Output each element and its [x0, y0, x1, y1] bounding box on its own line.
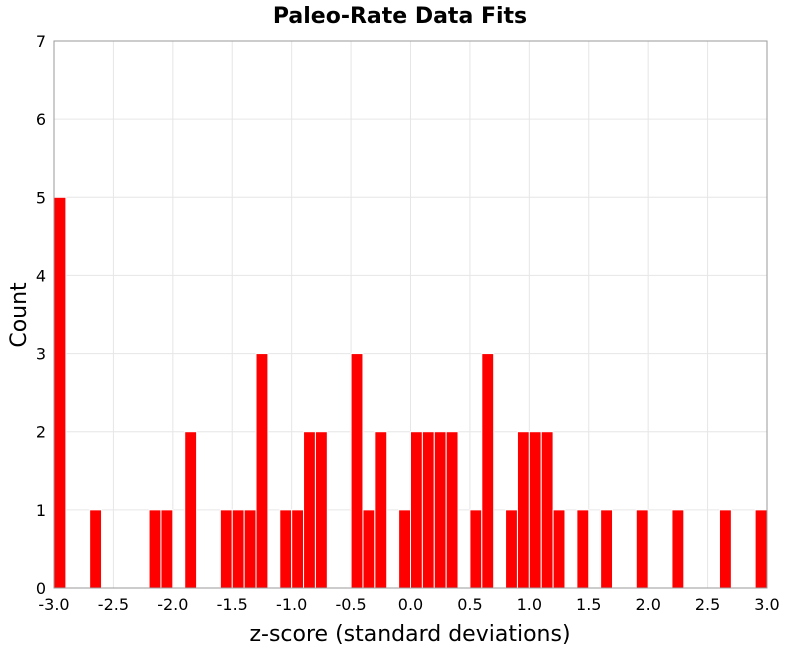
- chart-title: Paleo-Rate Data Fits: [273, 4, 527, 29]
- histogram-bar: [231, 509, 245, 589]
- x-tick-label: -2.0: [157, 595, 188, 614]
- histogram-bar: [671, 509, 685, 589]
- histogram-bar: [754, 509, 768, 589]
- histogram-bar: [374, 431, 388, 589]
- histogram-bar: [576, 509, 590, 589]
- histogram-bar: [469, 509, 483, 589]
- histogram-bar: [184, 431, 198, 589]
- histogram-bar: [255, 353, 269, 589]
- y-tick-label: 0: [36, 579, 46, 598]
- histogram-bar: [718, 509, 732, 589]
- histogram-bar: [279, 509, 293, 589]
- y-tick-label: 2: [36, 423, 46, 442]
- x-tick-label: 2.5: [695, 595, 720, 614]
- x-tick-label: 0.5: [457, 595, 482, 614]
- plot-frame: [53, 40, 768, 589]
- histogram-bar: [528, 431, 542, 589]
- y-axis-ticks: 0 1 2 3 4 5 6 7: [36, 32, 46, 598]
- x-tick-label: 1.5: [576, 595, 601, 614]
- y-tick-label: 4: [36, 266, 46, 285]
- histogram-bar: [350, 353, 364, 589]
- histogram-bar: [505, 509, 518, 589]
- x-tick-label: -0.5: [335, 595, 366, 614]
- histogram-bar: [516, 431, 530, 589]
- y-tick-label: 3: [36, 345, 46, 364]
- histogram-bar: [445, 431, 459, 589]
- histogram-bar: [398, 509, 412, 589]
- histogram-bar: [89, 509, 103, 589]
- histogram-bar: [219, 509, 233, 589]
- histogram-bar: [481, 353, 495, 589]
- x-tick-label: 2.0: [635, 595, 660, 614]
- histogram-bar: [421, 431, 435, 589]
- x-tick-label: -3.0: [38, 595, 69, 614]
- histogram-bar: [291, 509, 305, 589]
- x-tick-label: -1.5: [217, 595, 248, 614]
- x-axis-label: z-score (standard deviations): [249, 622, 570, 647]
- histogram-bar: [314, 431, 328, 589]
- y-tick-label: 5: [36, 188, 46, 207]
- bars: [53, 196, 768, 589]
- histogram-bar: [303, 431, 316, 589]
- histogram-bar: [53, 196, 67, 589]
- x-tick-label: 3.0: [754, 595, 779, 614]
- y-tick-label: 6: [36, 110, 46, 129]
- x-tick-label: -2.5: [98, 595, 129, 614]
- x-tick-label: 1.0: [517, 595, 542, 614]
- histogram-bar: [160, 509, 174, 589]
- x-tick-label: -1.0: [276, 595, 307, 614]
- histogram-bar: [433, 431, 447, 589]
- histogram-bar: [600, 509, 614, 589]
- y-tick-label: 1: [36, 501, 46, 520]
- histogram-bar: [552, 509, 566, 589]
- histogram-bar: [362, 509, 376, 589]
- y-tick-label: 7: [36, 32, 46, 51]
- histogram-bar: [243, 509, 257, 589]
- histogram-bar: [635, 509, 649, 589]
- histogram-bar: [148, 509, 162, 589]
- histogram-bar: [410, 431, 423, 589]
- y-axis-label: Count: [7, 282, 32, 348]
- x-axis-ticks: -3.0 -2.5 -2.0 -1.5 -1.0 -0.5 0.0 0.5 1.0 1.5 2.0 2…: [38, 595, 779, 614]
- histogram-bar: [540, 431, 554, 589]
- x-tick-label: 0.0: [398, 595, 423, 614]
